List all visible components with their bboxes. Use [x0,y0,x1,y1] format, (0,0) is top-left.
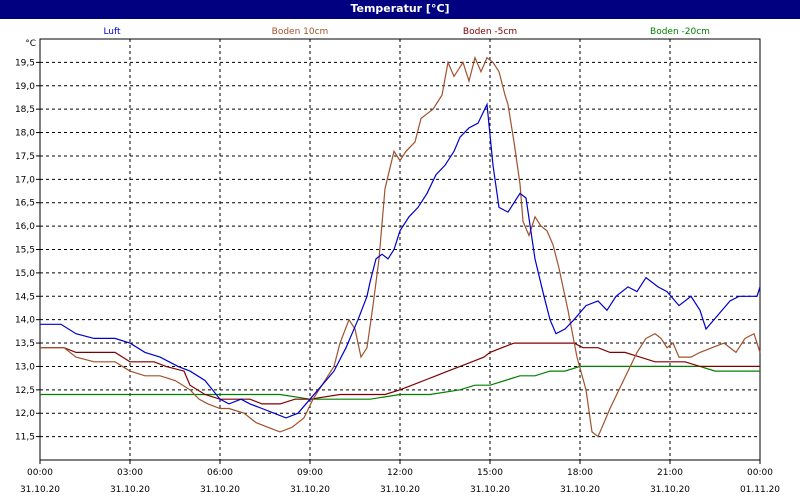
y-tick-label: 18,5 [15,105,35,115]
x-tick-time-label: 15:00 [477,468,503,478]
y-tick-label: 18,0 [15,129,35,139]
series-line [40,55,761,438]
chart-title: Temperatur [°C] [0,0,800,19]
series-line [40,342,760,405]
y-tick-label: 13,5 [15,339,35,349]
y-tick-label: 15,5 [15,246,35,256]
y-tick-label: 12,5 [15,386,35,396]
y-tick-label: 11,5 [15,433,35,443]
x-tick-date-label: 31.10.20 [110,485,150,495]
y-tick-label: 19,5 [15,58,35,68]
legend-entry: Boden 10cm [272,27,329,37]
x-tick-time-label: 09:00 [297,468,323,478]
x-tick-date-label: 31.10.20 [20,485,60,495]
y-tick-label: 12,0 [15,409,35,419]
y-tick-label: 17,5 [15,152,35,162]
x-tick-date-label: 31.10.20 [380,485,420,495]
y-tick-label: 14,0 [15,316,35,326]
x-tick-date-label: 31.10.20 [290,485,330,495]
y-tick-label: 19,0 [15,82,35,92]
x-tick-date-label: 31.10.20 [560,485,600,495]
x-tick-date-label: 01.11.20 [740,485,780,495]
y-axis-label: °C [25,39,36,49]
y-tick-label: 13,0 [15,362,35,372]
temperature-chart: 11,5 12,0 12,5 13,0 13,5 14,0 14,5 15,0 15,5 16,0… [15,27,780,495]
y-tick-label: 17,0 [15,175,35,185]
y-tick-label: 16,0 [15,222,35,232]
x-tick-time-label: 00:00 [27,468,53,478]
x-tick-time-label: 00:00 [747,468,773,478]
x-tick-time-label: 12:00 [387,468,413,478]
x-tick-time-label: 06:00 [207,468,233,478]
x-tick-date-label: 31.10.20 [200,485,240,495]
x-tick-time-label: 21:00 [657,468,683,478]
legend-entry: Boden -20cm [650,27,710,37]
x-tick-date-label: 31.10.20 [470,485,510,495]
legend-entry: Luft [103,27,121,37]
x-tick-time-label: 18:00 [567,468,593,478]
x-tick-date-label: 31.10.20 [650,485,690,495]
y-tick-label: 14,5 [15,292,35,302]
series-line [40,102,761,419]
x-tick-time-label: 03:00 [117,468,143,478]
y-tick-label: 15,0 [15,269,35,279]
legend-entry: Boden -5cm [463,27,517,37]
y-tick-label: 16,5 [15,199,35,209]
